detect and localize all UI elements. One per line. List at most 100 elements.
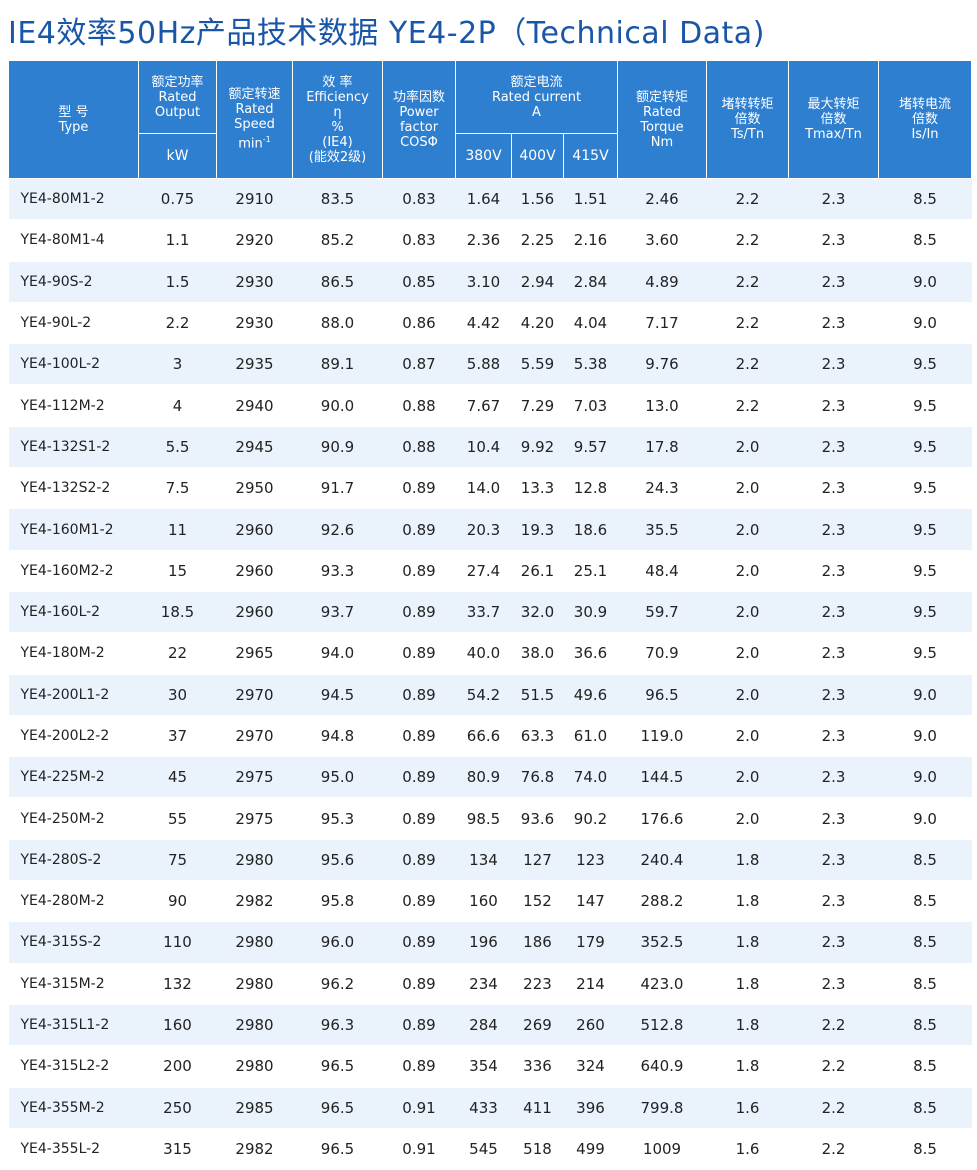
power-factor-cell: 0.89: [382, 921, 456, 964]
efficiency-cell: 83.5: [292, 178, 383, 221]
efficiency-cell: 95.0: [292, 756, 383, 799]
locked-torque-ratio-cell: 1.8: [706, 880, 789, 923]
type-cell: YE4-225M-2: [8, 756, 139, 799]
header-output-cn: 额定功率: [151, 74, 204, 90]
output-cell: 22: [138, 632, 217, 675]
table-row: YE4-315L2-2 200 2980 96.5 0.89 354 336 324 640.9…: [8, 1045, 972, 1088]
type-cell: YE4-250M-2: [8, 797, 139, 840]
max-torque-ratio-cell: 2.3: [788, 261, 879, 303]
type-cell: YE4-132S2-2: [8, 467, 139, 510]
current-415v-cell: 9.57: [563, 426, 618, 469]
locked-current-ratio-cell: 9.5: [878, 426, 972, 469]
table-body: YE4-80M1-2 0.75 2910 83.5 0.83 1.64 1.56 1.51 2.…: [8, 178, 972, 1170]
current-415v-cell: 2.16: [563, 219, 618, 262]
type-cell: YE4-112M-2: [8, 384, 139, 427]
header-torque-en2: Torque: [640, 119, 684, 135]
power-factor-cell: 0.89: [382, 632, 456, 675]
header-lc-ratio: Is/In: [911, 127, 939, 142]
header-output-en2: Output: [154, 104, 201, 120]
header-power-factor: 功率因数 Power factor COSΦ: [382, 60, 456, 179]
current-415v-cell: 12.8: [563, 467, 618, 510]
header-lt-cn1: 堵转转矩: [721, 97, 774, 112]
header-output: 额定功率 Rated Output: [138, 60, 217, 134]
current-415v-cell: 324: [563, 1045, 618, 1088]
max-torque-ratio-cell: 2.3: [788, 880, 879, 923]
current-415v-cell: 147: [563, 880, 618, 923]
header-current-unit: A: [532, 104, 541, 120]
torque-cell: 144.5: [617, 756, 707, 799]
current-380v-cell: 354: [455, 1045, 512, 1088]
header-output-unit: kW: [138, 133, 217, 179]
current-415v-cell: 30.9: [563, 591, 618, 634]
power-factor-cell: 0.86: [382, 302, 456, 345]
current-400v-cell: 411: [511, 1087, 564, 1129]
type-cell: YE4-315L1-2: [8, 1004, 139, 1047]
locked-current-ratio-cell: 8.5: [878, 963, 972, 1005]
type-cell: YE4-200L2-2: [8, 715, 139, 758]
max-torque-ratio-cell: 2.3: [788, 467, 879, 510]
current-380v-cell: 196: [455, 921, 512, 964]
header-output-en1: Rated: [158, 89, 197, 105]
locked-current-ratio-cell: 9.0: [878, 674, 972, 716]
locked-torque-ratio-cell: 1.8: [706, 1045, 789, 1088]
header-eff-en: Efficiency: [306, 89, 369, 105]
locked-torque-ratio-cell: 1.8: [706, 921, 789, 964]
header-speed-unit-base: min: [238, 136, 263, 152]
locked-current-ratio-cell: 8.5: [878, 1004, 972, 1047]
current-380v-cell: 5.88: [455, 343, 512, 386]
current-415v-cell: 5.38: [563, 343, 618, 386]
output-cell: 3: [138, 343, 217, 386]
table-row: YE4-355L-2 315 2982 96.5 0.91 545 518 499 1009 1.…: [8, 1128, 972, 1170]
current-380v-cell: 40.0: [455, 632, 512, 675]
current-380v-cell: 98.5: [455, 797, 512, 840]
output-cell: 45: [138, 756, 217, 799]
header-current-en: Rated current: [491, 89, 582, 105]
header-type-en: Type: [58, 119, 89, 135]
header-lt-cn2: 倍数: [734, 112, 761, 127]
speed-cell: 2980: [216, 963, 293, 1005]
max-torque-ratio-cell: 2.3: [788, 508, 879, 551]
torque-cell: 2.46: [617, 178, 707, 221]
torque-cell: 9.76: [617, 343, 707, 386]
torque-cell: 35.5: [617, 508, 707, 551]
locked-torque-ratio-cell: 2.2: [706, 302, 789, 345]
type-cell: YE4-80M1-2: [8, 178, 139, 221]
current-400v-cell: 152: [511, 880, 564, 923]
table-row: YE4-280M-2 90 2982 95.8 0.89 160 152 147 288.2 1.…: [8, 880, 972, 923]
current-380v-cell: 433: [455, 1087, 512, 1129]
table-row: YE4-280S-2 75 2980 95.6 0.89 134 127 123 240.4 1.…: [8, 839, 972, 882]
type-cell: YE4-132S1-2: [8, 426, 139, 469]
current-380v-cell: 545: [455, 1128, 512, 1170]
torque-cell: 7.17: [617, 302, 707, 345]
max-torque-ratio-cell: 2.3: [788, 797, 879, 840]
speed-cell: 2930: [216, 302, 293, 345]
max-torque-ratio-cell: 2.2: [788, 1087, 879, 1129]
torque-cell: 640.9: [617, 1045, 707, 1088]
output-cell: 110: [138, 921, 217, 964]
locked-torque-ratio-cell: 2.0: [706, 467, 789, 510]
output-cell: 15: [138, 550, 217, 592]
header-speed-cn: 额定转速: [228, 87, 281, 103]
header-torque-en1: Rated: [642, 104, 682, 120]
locked-current-ratio-cell: 8.5: [878, 178, 972, 221]
locked-torque-ratio-cell: 2.0: [706, 674, 789, 716]
table-row: YE4-80M1-2 0.75 2910 83.5 0.83 1.64 1.56 1.51 2.…: [8, 178, 972, 221]
locked-torque-ratio-cell: 1.6: [706, 1087, 789, 1129]
current-415v-cell: 74.0: [563, 756, 618, 799]
power-factor-cell: 0.91: [382, 1128, 456, 1170]
locked-current-ratio-cell: 9.5: [878, 467, 972, 510]
table-row: YE4-160M1-2 11 2960 92.6 0.89 20.3 19.3 18.6 35.…: [8, 508, 972, 551]
max-torque-ratio-cell: 2.3: [788, 426, 879, 469]
torque-cell: 17.8: [617, 426, 707, 469]
torque-cell: 352.5: [617, 921, 707, 964]
max-torque-ratio-cell: 2.2: [788, 1045, 879, 1088]
speed-cell: 2975: [216, 756, 293, 799]
efficiency-cell: 93.3: [292, 550, 383, 592]
output-cell: 55: [138, 797, 217, 840]
locked-torque-ratio-cell: 2.0: [706, 756, 789, 799]
current-400v-cell: 32.0: [511, 591, 564, 634]
header-current: 额定电流 Rated current A: [455, 60, 618, 134]
output-cell: 37: [138, 715, 217, 758]
locked-current-ratio-cell: 9.5: [878, 632, 972, 675]
header-lc-cn1: 堵转电流: [898, 97, 951, 112]
